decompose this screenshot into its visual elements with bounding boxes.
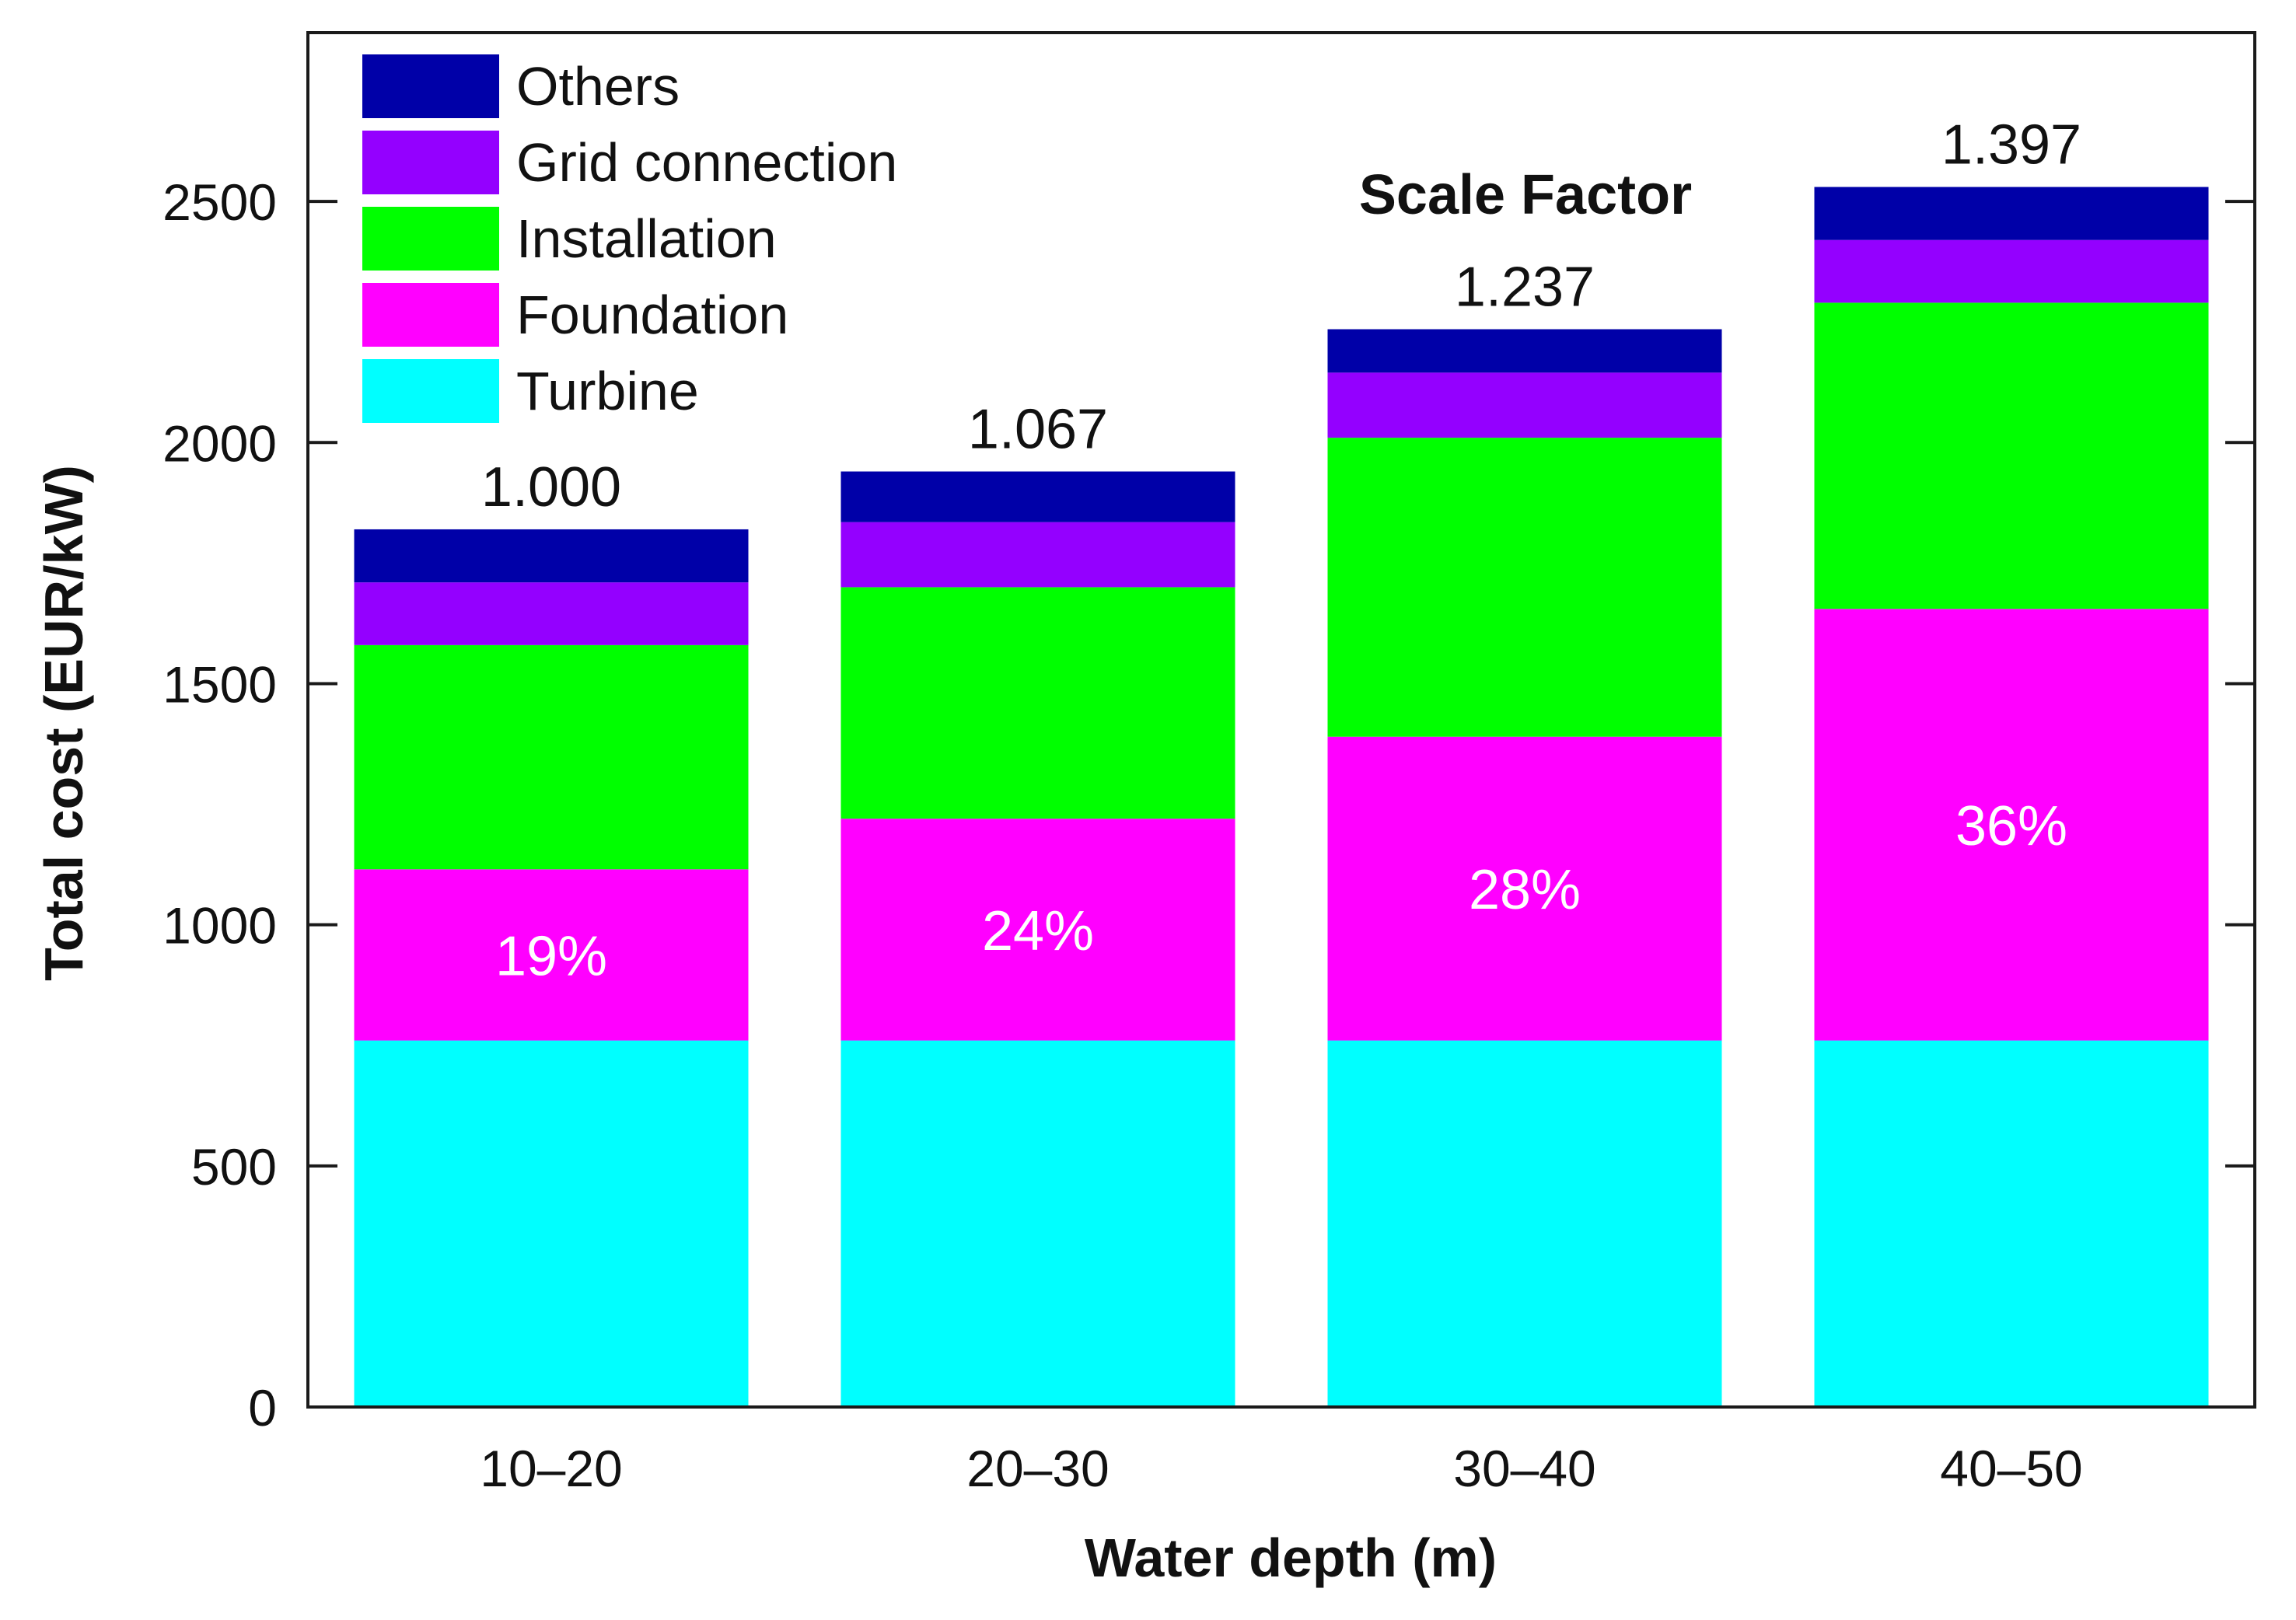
- bar-foundation-20-30: [840, 819, 1235, 1041]
- legend-label-others: Others: [516, 56, 680, 117]
- x-tick-label-40-50: 40–50: [1940, 1440, 2083, 1497]
- y-tick-label-1500: 1500: [163, 655, 277, 713]
- bar-turbine-30-40: [1327, 1040, 1722, 1407]
- y-tick-label-2500: 2500: [163, 173, 277, 231]
- scale-factor-30-40: 1.237: [1455, 257, 1595, 319]
- x-tick-label-30-40: 30–40: [1453, 1440, 1596, 1497]
- bar-installation-10-20: [354, 644, 749, 870]
- legend-swatch-others: [362, 54, 499, 118]
- bar-installation-20-30: [840, 587, 1235, 819]
- legend-label-installation: Installation: [516, 208, 777, 269]
- bar-others-40-50: [1814, 187, 2209, 240]
- foundation-share-40-50: 36%: [1955, 795, 2067, 857]
- x-axis-title: Water depth (m): [1085, 1527, 1497, 1588]
- legend-swatch-grid-connection: [362, 131, 499, 194]
- bars-layer: [354, 187, 2209, 1407]
- bar-foundation-40-50: [1814, 609, 2209, 1041]
- x-tick-label-10-20: 10–20: [480, 1440, 623, 1497]
- bar-turbine-20-30: [840, 1040, 1235, 1407]
- plot-frame: [306, 31, 2256, 1409]
- scale-factor-20-30: 1.067: [968, 399, 1108, 461]
- bar-foundation-10-20: [354, 869, 749, 1041]
- bar-grid-connection-30-40: [1327, 372, 1722, 438]
- bar-turbine-10-20: [354, 1040, 749, 1407]
- bar-grid-connection-40-50: [1814, 239, 2209, 303]
- legend-swatch-foundation: [362, 283, 499, 347]
- legend-label-grid-connection: Grid connection: [516, 132, 897, 193]
- legend-swatch-turbine: [362, 359, 499, 423]
- scale-factor-40-50: 1.397: [1941, 114, 2081, 176]
- foundation-share-20-30: 24%: [982, 900, 1094, 962]
- x-tick-label-20-30: 20–30: [966, 1440, 1110, 1497]
- scale-factor-title: Scale Factor: [1359, 164, 1692, 226]
- bar-foundation-30-40: [1327, 736, 1722, 1041]
- bar-others-10-20: [354, 529, 749, 583]
- y-tick-label-2000: 2000: [163, 414, 277, 472]
- y-tick-label-500: 500: [191, 1138, 277, 1196]
- scale-factor-10-20: 1.000: [481, 456, 621, 518]
- foundation-share-labels: 19% 24% 28% 36%: [495, 795, 2067, 987]
- bar-others-20-30: [840, 471, 1235, 522]
- legend-label-foundation: Foundation: [516, 285, 788, 345]
- scale-factor-labels: 1.000 1.067 1.237 1.397: [481, 114, 2081, 518]
- bar-turbine-40-50: [1814, 1040, 2209, 1407]
- legend-label-turbine: Turbine: [516, 361, 699, 421]
- x-axis-ticks: 10–20 20–30 30–40 40–50: [480, 1440, 2083, 1497]
- y-tick-label-0: 0: [248, 1379, 277, 1437]
- legend-swatch-installation: [362, 207, 499, 271]
- bar-installation-40-50: [1814, 302, 2209, 609]
- y-axis-ticks: 0 500 1000 1500 2000 2500: [163, 173, 2255, 1437]
- bar-grid-connection-10-20: [354, 582, 749, 645]
- legend: Others Grid connection Installation Foundat…: [362, 54, 897, 423]
- y-axis-title: Total cost (EUR/kW): [33, 465, 94, 981]
- y-tick-label-1000: 1000: [163, 897, 277, 955]
- foundation-share-10-20: 19%: [495, 925, 607, 987]
- bar-installation-30-40: [1327, 438, 1722, 737]
- bar-grid-connection-20-30: [840, 522, 1235, 588]
- foundation-share-30-40: 28%: [1469, 859, 1581, 921]
- bar-others-30-40: [1327, 329, 1722, 373]
